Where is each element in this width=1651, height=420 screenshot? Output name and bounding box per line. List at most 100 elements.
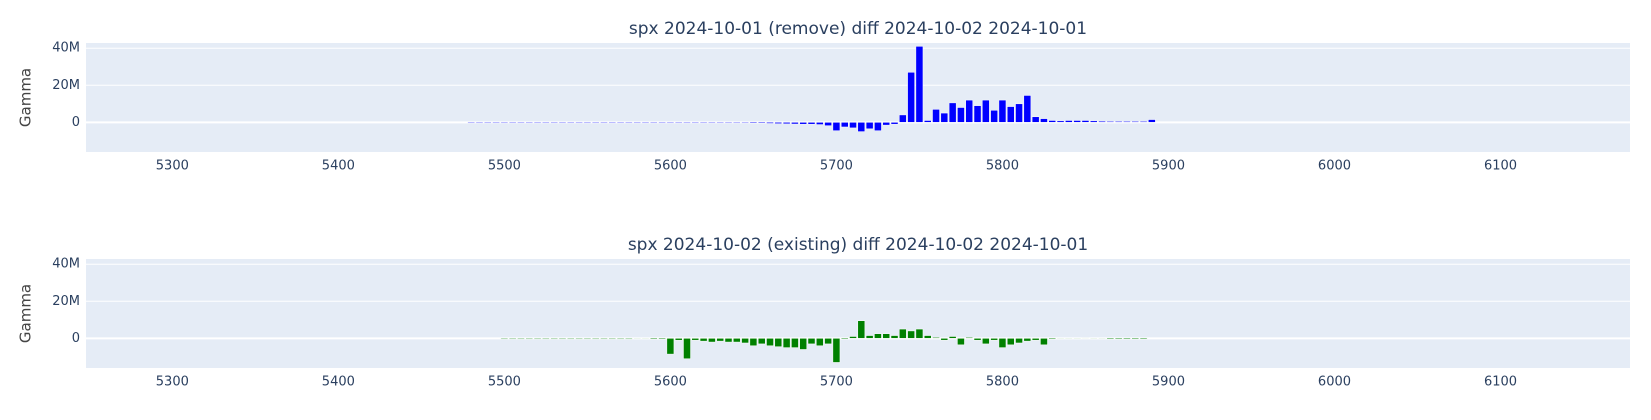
- bar: [1106, 338, 1115, 340]
- bar: [782, 122, 791, 125]
- bar: [990, 110, 998, 123]
- bar: [716, 338, 724, 342]
- bar: [766, 338, 774, 347]
- bar: [699, 338, 708, 342]
- bar: [857, 122, 866, 132]
- bar: [724, 338, 733, 343]
- bar: [982, 99, 990, 123]
- bar: [658, 338, 666, 340]
- bar: [890, 335, 899, 339]
- bar: [508, 338, 517, 340]
- x-tick-label: 6100: [1484, 375, 1517, 390]
- bar: [782, 338, 791, 348]
- bar: [691, 122, 700, 124]
- bar: [791, 338, 799, 348]
- x-tick-label: 5900: [1152, 159, 1185, 174]
- x-tick-label: 5500: [488, 159, 521, 174]
- bar: [849, 122, 857, 129]
- bar: [1056, 338, 1065, 340]
- x-tick-label: 6100: [1484, 159, 1517, 174]
- bar: [567, 338, 575, 340]
- bar: [591, 338, 600, 340]
- bar: [757, 338, 766, 345]
- bar: [1123, 121, 1131, 123]
- bar: [517, 338, 525, 340]
- bar: [1073, 120, 1081, 123]
- bar: [575, 122, 583, 124]
- bar: [525, 122, 534, 124]
- x-tick-label: 5800: [986, 375, 1019, 390]
- bar: [1065, 120, 1073, 123]
- bar: [799, 122, 807, 125]
- bar: [724, 122, 733, 124]
- bar: [1114, 338, 1123, 340]
- bar: [633, 122, 641, 124]
- plot-background: [86, 43, 1630, 152]
- bar: [525, 338, 534, 340]
- bar: [733, 338, 741, 343]
- bar: [932, 109, 940, 123]
- bar: [948, 336, 957, 339]
- x-tick-label: 5400: [322, 375, 355, 390]
- bar: [774, 338, 783, 347]
- bar: [558, 122, 567, 124]
- bar: [998, 99, 1007, 123]
- bar: [674, 122, 683, 124]
- bar: [799, 338, 807, 350]
- bar: [1073, 338, 1081, 340]
- bar: [1031, 338, 1040, 341]
- bar: [575, 338, 583, 340]
- bar: [874, 122, 882, 131]
- bar: [807, 122, 816, 125]
- bar: [716, 122, 724, 124]
- bar: [899, 328, 907, 339]
- bar: [641, 122, 650, 124]
- bar: [483, 122, 492, 124]
- bar: [467, 122, 475, 124]
- bar: [733, 122, 741, 124]
- bar: [757, 122, 766, 124]
- bar: [1015, 103, 1023, 123]
- bar: [625, 338, 633, 340]
- bar: [699, 122, 708, 124]
- bar: [608, 122, 617, 124]
- bar: [542, 338, 550, 340]
- x-tick-label: 5400: [322, 159, 355, 174]
- x-tick-label: 5600: [654, 159, 687, 174]
- y-tick-label: 0: [72, 331, 80, 346]
- bar: [882, 333, 891, 339]
- bar: [1089, 120, 1098, 123]
- x-tick-label: 5600: [654, 375, 687, 390]
- bar: [508, 122, 517, 124]
- bar: [940, 338, 949, 341]
- bar: [923, 120, 932, 123]
- bar: [874, 333, 882, 339]
- bar: [1048, 120, 1057, 123]
- bar: [741, 122, 749, 124]
- bar: [533, 338, 542, 340]
- bar: [1139, 121, 1148, 123]
- bar: [550, 338, 558, 340]
- bar: [957, 107, 965, 123]
- bar: [1081, 120, 1090, 123]
- bar: [600, 338, 608, 340]
- bar: [774, 122, 783, 124]
- bar: [1123, 338, 1131, 340]
- bar: [965, 337, 974, 339]
- y-tick-label: 0: [72, 115, 80, 130]
- bar: [948, 102, 957, 123]
- bar: [641, 338, 650, 340]
- bar: [608, 338, 617, 340]
- bar: [1040, 338, 1048, 346]
- bar: [1131, 121, 1140, 123]
- y-tick-label: 20M: [52, 294, 80, 309]
- bar: [1131, 338, 1140, 340]
- bar: [882, 122, 891, 126]
- bar: [832, 338, 841, 363]
- bar: [558, 338, 567, 340]
- bar: [1114, 121, 1123, 123]
- bar: [600, 122, 608, 124]
- bar: [666, 338, 675, 355]
- bar: [616, 338, 625, 340]
